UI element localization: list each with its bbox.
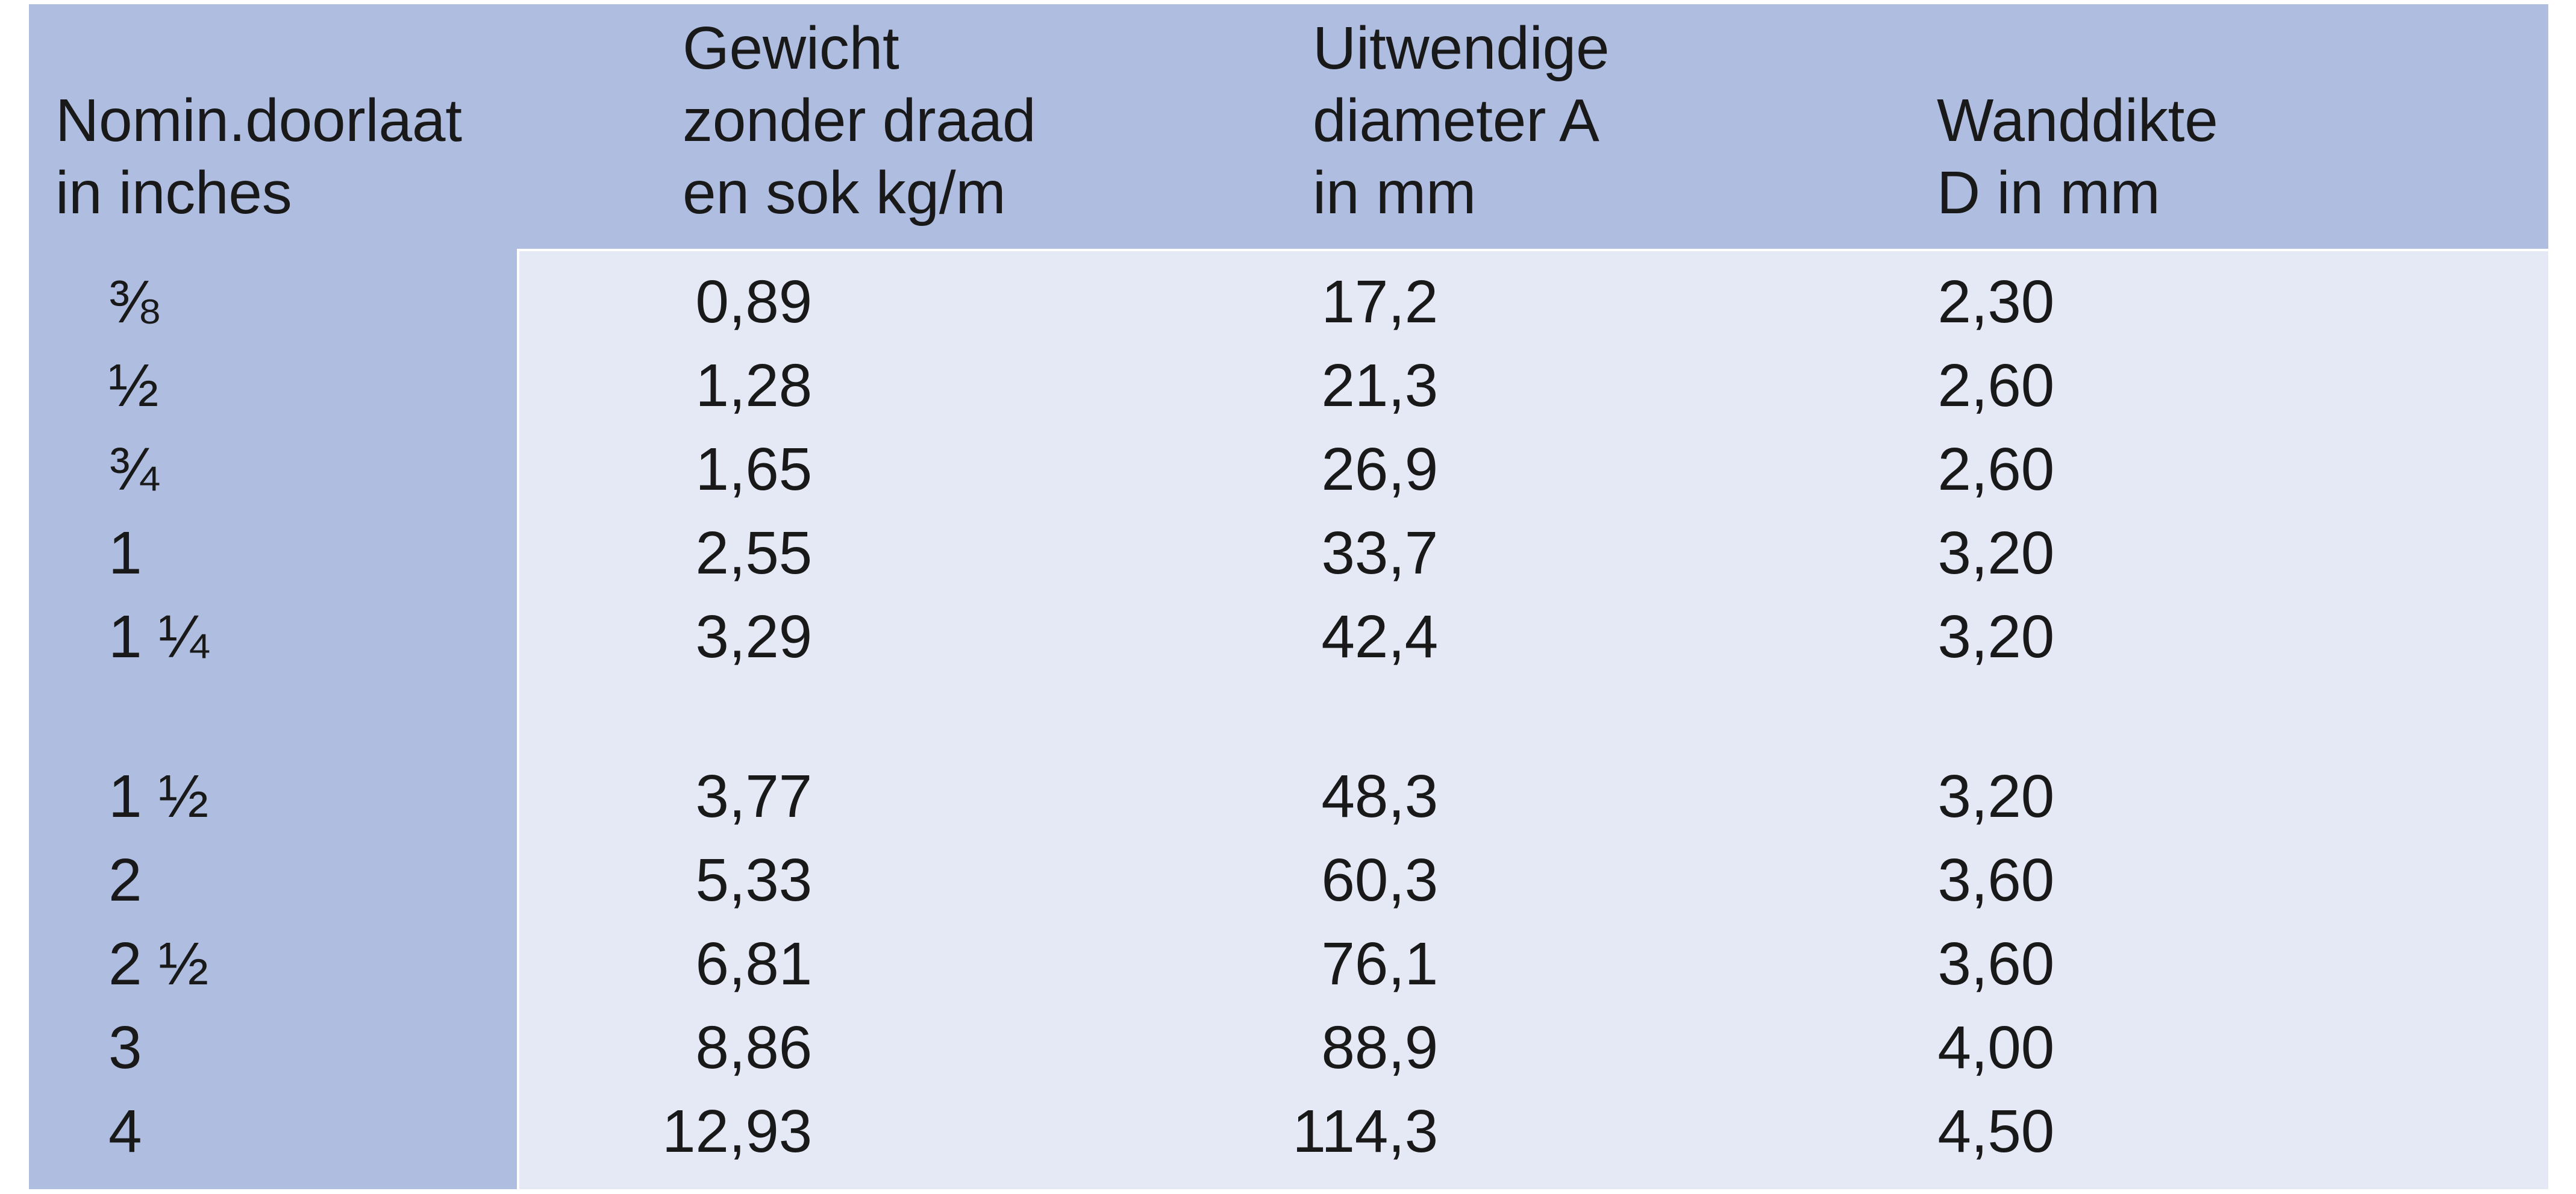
cell-weight: 1,65 [695,436,812,503]
table-row: ½ 1,28 21,3 2,60 [0,344,2576,428]
cell-nominal-size: 1 ½ [108,763,209,830]
cell-outer-diameter: 60,3 [1321,846,1438,914]
table-row: ¾ 1,65 26,9 2,60 [0,428,2576,511]
cell-nominal-size: 2 ½ [108,930,209,998]
cell-outer-diameter: 21,3 [1321,352,1438,419]
cell-outer-diameter: 48,3 [1321,763,1438,830]
cell-nominal-size: ¾ [108,436,159,503]
column-header-wall-thickness: Wanddikte D in mm [1937,84,2218,229]
cell-weight: 8,86 [695,1014,812,1081]
header-line: in inches [55,159,292,227]
cell-outer-diameter: 76,1 [1321,930,1438,998]
cell-weight: 0,89 [695,268,812,336]
header-line: Gewicht [683,14,899,82]
cell-outer-diameter: 33,7 [1321,519,1438,587]
table-row: 1 ¼ 3,29 42,4 3,20 [0,595,2576,679]
table-row: 2 ½ 6,81 76,1 3,60 [0,922,2576,1006]
cell-nominal-size: ½ [108,352,159,419]
table-row: 3 8,86 88,9 4,00 [0,1006,2576,1090]
table-row: 1 2,55 33,7 3,20 [0,511,2576,595]
header-line: D in mm [1937,159,2160,227]
cell-weight: 3,77 [695,763,812,830]
header-line: diameter A [1313,87,1599,154]
cell-outer-diameter: 42,4 [1321,603,1438,670]
header-line: Nomin.doorlaat [55,87,462,154]
header-line: zonder draad [683,87,1036,154]
cell-outer-diameter: 17,2 [1321,268,1438,336]
cell-wall-thickness: 2,60 [1937,352,2054,419]
cell-wall-thickness: 3,20 [1937,603,2054,670]
table-rows: ⅜ 0,89 17,2 2,30 ½ 1,28 21,3 2,60 ¾ 1,65… [0,260,2576,1174]
cell-weight: 6,81 [695,930,812,998]
header-line: en sok kg/m [683,159,1006,227]
table-row: ⅜ 0,89 17,2 2,30 [0,260,2576,344]
cell-wall-thickness: 3,60 [1937,846,2054,914]
column-header-outer-diameter: Uitwendige diameter A in mm [1313,12,1610,229]
cell-wall-thickness: 4,00 [1937,1014,2054,1081]
row-group-spacer [0,679,2576,755]
cell-nominal-size: 3 [108,1014,142,1081]
cell-weight: 5,33 [695,846,812,914]
cell-outer-diameter: 114,3 [1292,1098,1438,1165]
cell-wall-thickness: 2,30 [1937,268,2054,336]
cell-nominal-size: 1 ¼ [108,603,209,670]
cell-weight: 2,55 [695,519,812,587]
cell-weight: 3,29 [695,603,812,670]
nominal-column-band [29,4,517,1189]
column-header-weight: Gewicht zonder draad en sok kg/m [683,12,1036,229]
cell-nominal-size: 2 [108,846,142,914]
header-line: Wanddikte [1937,87,2218,154]
cell-wall-thickness: 3,20 [1937,519,2054,587]
cell-outer-diameter: 26,9 [1321,436,1438,503]
table-row: 1 ½ 3,77 48,3 3,20 [0,755,2576,839]
cell-wall-thickness: 4,50 [1937,1098,2054,1165]
cell-wall-thickness: 3,20 [1937,763,2054,830]
column-header-nominal-bore: Nomin.doorlaat in inches [55,84,462,229]
cell-nominal-size: 1 [108,519,142,587]
cell-weight: 1,28 [695,352,812,419]
cell-outer-diameter: 88,9 [1321,1014,1438,1081]
header-line: in mm [1313,159,1477,227]
cell-wall-thickness: 3,60 [1937,930,2054,998]
cell-nominal-size: 4 [108,1098,142,1165]
table-row: 2 5,33 60,3 3,60 [0,839,2576,922]
header-line: Uitwendige [1313,14,1610,82]
table-body-panel [519,251,2548,1189]
cell-wall-thickness: 2,60 [1937,436,2054,503]
cell-nominal-size: ⅜ [108,268,159,336]
table-row: 4 12,93 114,3 4,50 [0,1090,2576,1174]
cell-weight: 12,93 [661,1098,812,1165]
